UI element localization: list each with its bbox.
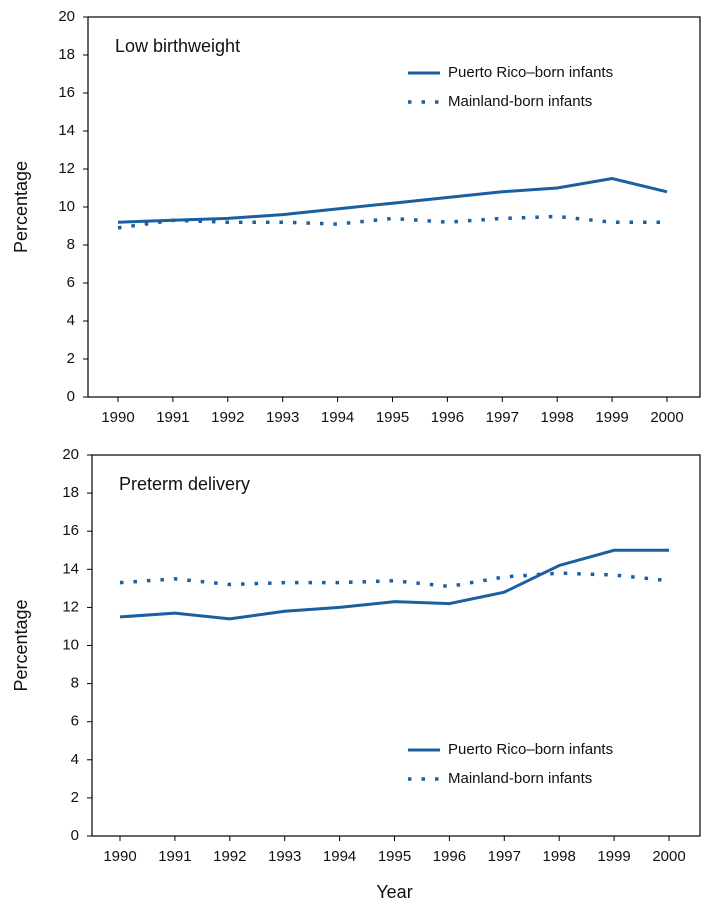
y-tick-label: 20 bbox=[58, 8, 75, 25]
x-tick-label: 1991 bbox=[156, 409, 189, 426]
x-tick-label: 1998 bbox=[541, 409, 574, 426]
y-tick-label: 0 bbox=[71, 827, 79, 844]
y-tick-label: 4 bbox=[71, 751, 79, 768]
x-tick-label: 1995 bbox=[376, 409, 409, 426]
y-tick-label: 0 bbox=[67, 388, 75, 405]
plot-frame bbox=[91, 454, 701, 837]
x-tick-label: 1993 bbox=[266, 409, 299, 426]
y-tick-label: 8 bbox=[67, 236, 75, 253]
x-tick-label: 1992 bbox=[213, 848, 246, 865]
x-tick-label: 1992 bbox=[211, 409, 244, 426]
legend-label: Puerto Rico–born infants bbox=[448, 64, 613, 81]
y-tick-label: 2 bbox=[71, 789, 79, 806]
x-tick-label: 1991 bbox=[158, 848, 191, 865]
y-tick-label: 4 bbox=[67, 312, 75, 329]
x-tick-label: 1993 bbox=[268, 848, 301, 865]
x-tick-label: 1999 bbox=[595, 409, 628, 426]
x-tick-label: 2000 bbox=[650, 409, 683, 426]
legend-label: Mainland-born infants bbox=[448, 93, 592, 110]
x-tick-label: 1998 bbox=[543, 848, 576, 865]
y-tick-label: 10 bbox=[62, 636, 79, 653]
y-tick-label: 14 bbox=[58, 122, 75, 139]
y-tick-label: 10 bbox=[58, 198, 75, 215]
x-tick-label: 2000 bbox=[652, 848, 685, 865]
x-tick-label: 1999 bbox=[597, 848, 630, 865]
x-tick-label: 1990 bbox=[103, 848, 136, 865]
chart-title: Preterm delivery bbox=[119, 474, 250, 494]
data-line bbox=[119, 548, 669, 621]
y-tick-label: 14 bbox=[62, 560, 79, 577]
x-tick-label: 1990 bbox=[101, 409, 134, 426]
legend-label: Mainland-born infants bbox=[448, 770, 592, 787]
y-tick-label: 18 bbox=[62, 484, 79, 501]
y-tick-label: 8 bbox=[71, 675, 79, 692]
chart-title: Low birthweight bbox=[115, 36, 240, 56]
y-tick-label: 16 bbox=[58, 84, 75, 101]
y-tick-label: 16 bbox=[62, 522, 79, 539]
y-tick-label: 12 bbox=[62, 598, 79, 615]
data-line bbox=[117, 176, 668, 224]
y-axis-label: Percentage bbox=[11, 161, 31, 253]
y-axis-label: Percentage bbox=[11, 599, 31, 691]
x-tick-label: 1996 bbox=[431, 409, 464, 426]
data-line bbox=[119, 571, 670, 589]
x-axis-label: Year bbox=[376, 882, 412, 902]
x-tick-label: 1994 bbox=[321, 409, 354, 426]
legend-label: Puerto Rico–born infants bbox=[448, 741, 613, 758]
y-tick-label: 20 bbox=[62, 446, 79, 463]
y-tick-label: 2 bbox=[67, 350, 75, 367]
x-tick-label: 1994 bbox=[323, 848, 356, 865]
y-tick-label: 18 bbox=[58, 46, 75, 63]
x-tick-label: 1995 bbox=[378, 848, 411, 865]
x-tick-label: 1996 bbox=[433, 848, 466, 865]
y-tick-label: 12 bbox=[58, 160, 75, 177]
y-tick-label: 6 bbox=[71, 713, 79, 730]
x-tick-label: 1997 bbox=[486, 409, 519, 426]
y-tick-label: 6 bbox=[67, 274, 75, 291]
x-tick-label: 1997 bbox=[488, 848, 521, 865]
